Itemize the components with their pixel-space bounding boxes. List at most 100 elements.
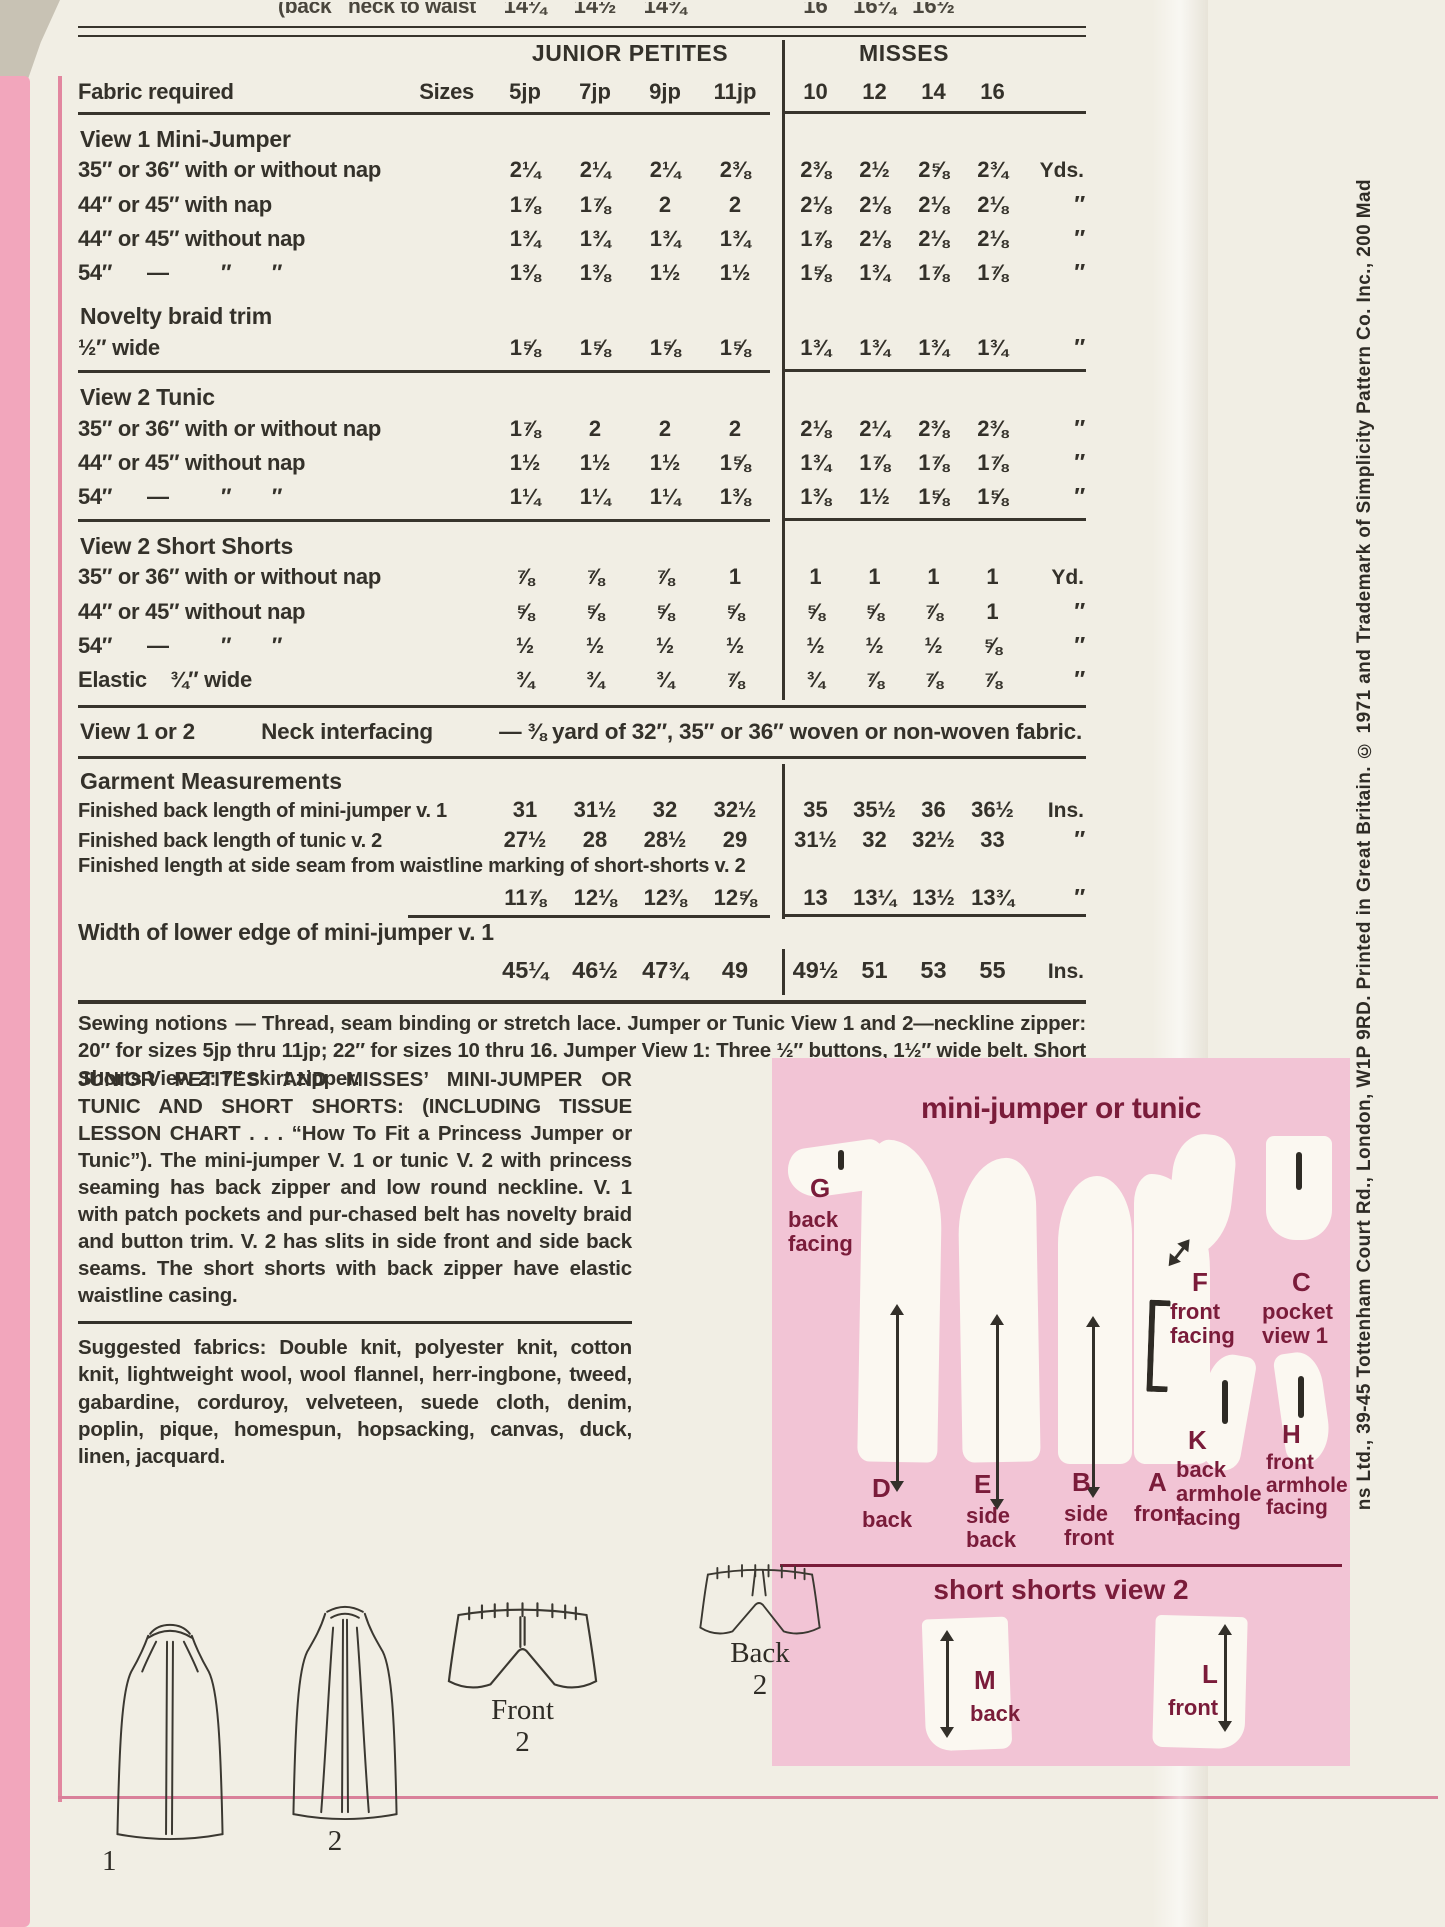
jp-value: 1½ (509, 450, 541, 475)
misses-value: 2⅛ (977, 192, 1008, 217)
jp-value: ⅝ (515, 599, 535, 624)
jp-value: 2 (588, 416, 602, 441)
view-number: 1 (102, 1845, 117, 1877)
shorts-back-figure: Back 2 (685, 1548, 835, 1702)
jp-value: ⅞ (585, 564, 605, 589)
notions-text: — Thread, seam binding or stretch lace. … (78, 1012, 1087, 1090)
jp-value: 1¼ (509, 484, 541, 509)
rule (78, 913, 1086, 919)
misses-value: 13½ (912, 885, 955, 910)
value-cell: 14¾ (643, 2, 687, 18)
misses-value: ⅞ (983, 667, 1002, 692)
misses-value: 13¼ (853, 885, 896, 910)
yardage-row: Elastic ¾″ wide ¾ ¾ ¾ ⅞ ¾ ⅞ ⅞ ⅞ ″ (78, 666, 1086, 700)
jp-value: ⅝ (585, 599, 605, 624)
description-heading: JUNIOR PETITES’ AND MISSES’ MINI-JUMPER … (78, 1068, 632, 1119)
grainline-tick (1222, 1380, 1228, 1424)
unit-cell: ″ (1072, 483, 1084, 509)
jp-value: 1½ (649, 260, 681, 285)
unit-cell: ″ (1072, 826, 1084, 852)
grainline-tick (1296, 1152, 1302, 1190)
section-title: View 1 Mini-Jumper (80, 126, 291, 152)
piece-label-b: side front (1064, 1501, 1115, 1550)
misses-value: ⅞ (924, 667, 943, 692)
piece-key-f: F (1192, 1267, 1208, 1297)
jp-value: 1⅝ (719, 335, 751, 360)
misses-value: 49½ (792, 957, 839, 983)
misses-value: 1⅝ (800, 260, 831, 285)
yardage-values-row: 11⅞ 12⅛ 12⅜ 12⅝ 13 13¼ 13½ 13¾ ″ (78, 884, 1086, 913)
jp-value: 12⅜ (643, 885, 687, 910)
misses-value: 1⅞ (918, 450, 949, 475)
row-label: 35″ or 36″ with or without nap (78, 564, 381, 589)
misses-value: 13 (803, 885, 828, 910)
unit-cell: Yds. (1039, 159, 1084, 182)
grainline-arrow (890, 1304, 904, 1492)
jp-value: 1¼ (649, 484, 681, 509)
jp-value: 31½ (573, 797, 617, 822)
rule (78, 26, 1086, 37)
piece-label-f: front facing (1170, 1299, 1235, 1348)
row-label: Elastic ¾″ wide (78, 667, 252, 692)
jp-value: 32½ (713, 797, 757, 822)
publisher-imprint: ns Ltd., 39-45 Tottenham Court Rd., Lond… (1348, 140, 1394, 1510)
unit-cell: Ins. (1047, 799, 1084, 822)
description-body: (INCLUDING TISSUE LESSON CHART . . . “Ho… (78, 1095, 633, 1308)
section-title: Novelty braid trim (80, 303, 272, 329)
value-cell: 14½ (573, 2, 617, 18)
misses-value: 1 (986, 564, 999, 589)
misses-value: 1 (809, 564, 822, 589)
unit-cell: Yd. (1051, 566, 1084, 589)
misses-value: 33 (980, 827, 1005, 852)
misses-value: 13¾ (971, 885, 1014, 910)
jp-value: 1⅝ (509, 335, 541, 360)
suggested-fabrics: Suggested fabrics: Double knit, polyeste… (78, 1334, 632, 1469)
piece-key-b: B (1072, 1467, 1091, 1497)
misses-value: 2⅛ (800, 192, 831, 217)
front-label: Front (491, 1694, 554, 1726)
width-values-row: 45¼ 46½ 47¾ 49 49½ 51 53 55 Ins. (78, 957, 1086, 995)
piece-key-e: E (974, 1469, 992, 1499)
misses-value: 32 (862, 827, 887, 852)
misses-value: 35½ (853, 797, 896, 822)
misses-value: 1⅞ (977, 450, 1008, 475)
jp-value: ⅝ (725, 599, 745, 624)
value-cell: 14¼ (503, 2, 547, 18)
misses-value: 31½ (794, 827, 837, 852)
jp-value: ⅝ (655, 599, 675, 624)
misses-value: 1 (868, 564, 881, 589)
jp-value: 28½ (643, 827, 687, 852)
unit-cell: ″ (1072, 632, 1084, 658)
yardage-row: 54″ — ″ ″ 1⅜ 1⅜ 1½ 1½ 1⅝ 1¾ 1⅞ 1⅞ ″ (78, 259, 1086, 293)
misses-value: 2⅛ (859, 192, 890, 217)
size-col: 7jp (579, 79, 611, 104)
back-label: Back (730, 1637, 790, 1669)
misses-header: MISSES (859, 40, 949, 66)
row-label: (back neck to waist (278, 2, 476, 18)
misses-value: 2⅛ (800, 416, 831, 441)
jp-value: ⅞ (655, 564, 675, 589)
sizes-header-row: Fabric required Sizes 5jp 7jp 9jp 11jp 1… (78, 74, 1086, 110)
banner-title: Neck interfacing (261, 719, 433, 744)
misses-value: 2⅜ (918, 416, 949, 441)
misses-value: 1⅜ (800, 484, 831, 509)
yardage-row: Finished back length of mini-jumper v. 1… (78, 797, 1086, 826)
jp-value: 45¼ (502, 957, 548, 983)
piece-label-g: back facing (788, 1207, 853, 1256)
row-label: 44″ or 45″ without nap (78, 226, 306, 251)
yardage-row: 54″ — ″ ″ ½ ½ ½ ½ ½ ½ ½ ⅝ ″ (78, 632, 1086, 666)
cutting-diagram-panel: mini-jumper or tunic G back facing D bac… (772, 1058, 1350, 1766)
misses-value: 51 (861, 957, 888, 983)
grainline-arrow (990, 1314, 1004, 1510)
shorts-diagram-title: short shorts view 2 (933, 1574, 1189, 1605)
yardage-row: 44″ or 45″ without nap ⅝ ⅝ ⅝ ⅝ ⅝ ⅝ ⅞ 1 ″ (78, 598, 1086, 632)
misses-value: ⅝ (806, 599, 825, 624)
piece-label-l: front (1168, 1695, 1219, 1720)
yardage-row: 44″ or 45″ without nap 1¾ 1¾ 1¾ 1¾ 1⅞ 2⅛ 2⅛ 2⅛ ″ (78, 225, 1086, 259)
misses-value: ⅞ (865, 667, 884, 692)
jp-value: 2 (658, 192, 672, 217)
misses-value: 2⅛ (977, 226, 1008, 251)
jp-value: 31 (512, 797, 538, 822)
yardage-row: ½″ wide 1⅝ 1⅝ 1⅝ 1⅝ 1¾ 1¾ 1¾ 1¾ ″ (78, 334, 1086, 368)
